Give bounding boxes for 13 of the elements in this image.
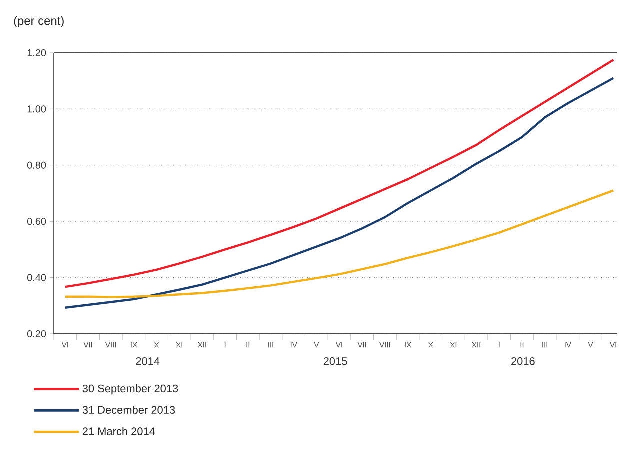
text: 2015 — [324, 358, 348, 366]
y-tick-label: 0.20 — [27, 330, 46, 338]
legend-label: 30 September 2013 — [82, 384, 178, 395]
text: 2014 — [136, 358, 160, 366]
text: 2016 — [512, 358, 535, 366]
legend-label: 31 December 2013 — [82, 406, 176, 414]
y-tick-label: 0.80 — [27, 162, 46, 169]
y-tick-label: 0.60 — [27, 218, 46, 226]
y-tick-label: 1.20 — [28, 49, 46, 57]
legend-label: 21 March 2014 — [82, 427, 156, 436]
y-tick-label: 1.00 — [28, 106, 46, 113]
y-tick-label: 0.40 — [27, 274, 46, 282]
y-axis-title: (per cent) — [14, 16, 64, 28]
